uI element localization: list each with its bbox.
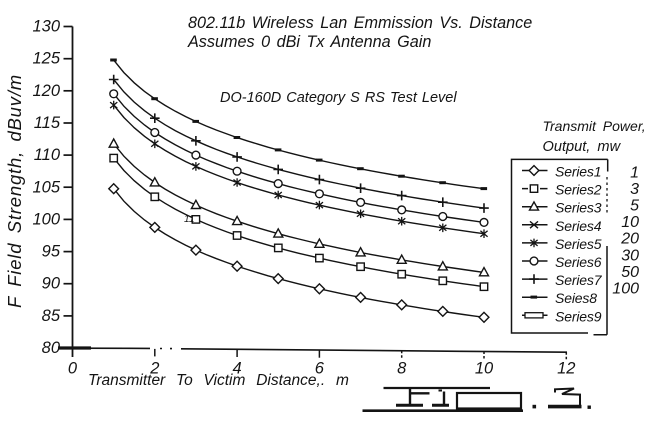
- svg-text:0: 0: [68, 360, 78, 378]
- svg-text:4: 4: [233, 360, 242, 378]
- svg-text:802.11b Wireless Lan Emmissio: 802.11b Wireless Lan Emmission Vs. Dista…: [188, 14, 532, 32]
- svg-text:100: 100: [612, 280, 639, 297]
- svg-text:Seies8: Seies8: [555, 290, 597, 306]
- svg-text:Series7: Series7: [555, 272, 603, 288]
- svg-text:30: 30: [621, 247, 639, 264]
- svg-text:11: 11: [184, 214, 194, 225]
- svg-text:Series9: Series9: [555, 308, 602, 324]
- svg-text:120: 120: [32, 82, 60, 100]
- svg-text:50: 50: [621, 264, 639, 281]
- svg-text:130: 130: [32, 18, 60, 36]
- svg-text:Transmitter To Victim Dista: Transmitter To Victim Distance,. m: [88, 372, 349, 389]
- svg-text:Series5: Series5: [555, 236, 602, 252]
- svg-text:F Field Strength, dBuv/m: F Field Strength, dBuv/m: [4, 74, 25, 308]
- svg-text:80: 80: [42, 339, 61, 357]
- svg-text:8: 8: [397, 360, 407, 378]
- svg-text:Series4: Series4: [555, 218, 602, 234]
- svg-text:85: 85: [42, 307, 61, 325]
- svg-text:10: 10: [475, 360, 494, 378]
- svg-text:105: 105: [32, 178, 60, 196]
- svg-text:100: 100: [32, 210, 60, 228]
- svg-text:125: 125: [32, 50, 60, 68]
- svg-text:Series2: Series2: [555, 182, 602, 198]
- svg-text:2: 2: [149, 360, 159, 378]
- svg-text:Output, mw: Output, mw: [543, 139, 622, 155]
- svg-text:20: 20: [620, 231, 639, 248]
- svg-text:Series6: Series6: [555, 254, 602, 270]
- svg-text:Series3: Series3: [555, 200, 602, 216]
- svg-text:12: 12: [557, 360, 575, 378]
- svg-text:Series1: Series1: [555, 164, 601, 180]
- svg-text:95: 95: [42, 243, 61, 261]
- svg-text:DO-160D Category S RS Test Lev: DO-160D Category S RS Test Level: [220, 90, 457, 106]
- svg-text:3: 3: [630, 181, 639, 198]
- svg-text:6: 6: [315, 360, 325, 378]
- svg-text:90: 90: [42, 275, 61, 293]
- svg-text:115: 115: [34, 114, 61, 132]
- svg-text:5: 5: [630, 198, 639, 215]
- svg-text:110: 110: [34, 146, 61, 164]
- svg-text:Assumes 0 dBi Tx Antenna: Assumes 0 dBi Tx Antenna Gain: [187, 33, 431, 51]
- svg-text:1: 1: [630, 165, 639, 182]
- svg-text:Transmit Power,: Transmit Power,: [543, 118, 646, 134]
- svg-text:10: 10: [621, 214, 639, 231]
